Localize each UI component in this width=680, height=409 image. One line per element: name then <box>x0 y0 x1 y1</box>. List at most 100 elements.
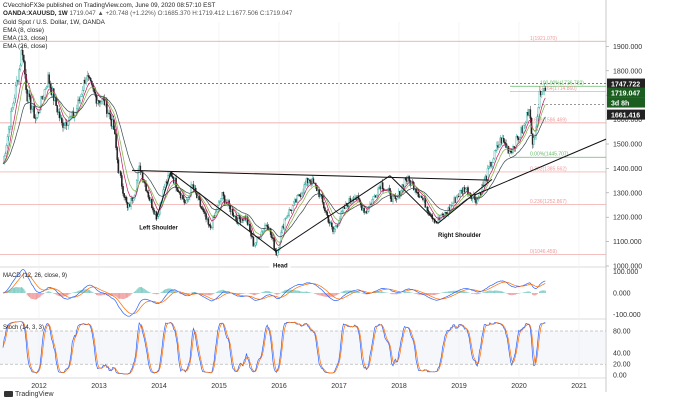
y-tick-label: 1900.000 <box>613 44 642 51</box>
candle-body <box>296 195 299 203</box>
candle-body <box>508 151 511 154</box>
fib-label: 0(1046.459) <box>530 249 557 255</box>
candle-body <box>440 213 443 219</box>
candle-body <box>19 64 22 70</box>
candle-body <box>287 215 289 217</box>
candle-body <box>20 50 23 66</box>
candle-body <box>62 122 64 128</box>
ema13-line <box>2 81 546 243</box>
macd-y-tick-label: -100.000 <box>613 312 641 319</box>
y-tick-label: 1500.000 <box>613 142 642 149</box>
right-shoulder-left-line <box>389 175 439 224</box>
y-tick-label: 1300.000 <box>613 190 642 197</box>
candle-body <box>253 244 256 247</box>
price-tag-box <box>607 78 645 89</box>
candle-body <box>486 167 489 180</box>
tradingview-logo[interactable]: TradingView <box>4 391 54 398</box>
candle-body <box>529 109 532 119</box>
candle-body <box>87 75 90 78</box>
candle-body <box>214 212 217 218</box>
header-values: 1719.047 ▲ +20.748 (+1.22%) O:1685.370 H… <box>69 10 293 17</box>
candle-body <box>190 184 192 196</box>
x-tick-label: 2019 <box>451 383 467 390</box>
candle-body <box>119 171 122 176</box>
head-left-line <box>170 171 277 252</box>
candle-body <box>220 198 222 202</box>
candle-body <box>455 197 458 203</box>
candle-body <box>320 194 323 197</box>
candle-body <box>7 128 10 137</box>
candle-body <box>325 210 327 213</box>
low-price-tag: 1661.416 <box>607 109 645 120</box>
candle-body <box>108 112 110 115</box>
candle-body <box>186 199 189 201</box>
hs-pattern-lines <box>131 138 607 252</box>
candle-body <box>273 238 275 249</box>
candle-body <box>56 105 59 113</box>
macd-signal-line <box>2 272 546 315</box>
candle-body <box>137 171 139 181</box>
candle-body <box>223 195 226 204</box>
candle-body <box>324 207 326 212</box>
annotation-text: Left Shoulder <box>139 226 178 232</box>
fib-label: 0.764(1714.860) <box>540 86 577 92</box>
candle-body <box>182 195 184 200</box>
candle-body <box>13 97 16 104</box>
candle-body <box>302 191 304 194</box>
annotation-text: Head <box>273 263 288 269</box>
candle-body <box>327 215 330 223</box>
candle-body <box>86 75 89 80</box>
candle-body <box>77 99 79 109</box>
price-tag-text: 3d 8h <box>611 101 629 108</box>
candle-body <box>49 83 52 88</box>
candle-body <box>516 136 519 139</box>
candle-body <box>392 195 394 202</box>
candle-body <box>522 125 525 134</box>
annotation-box <box>269 259 291 270</box>
fib-label: 1(1921.070) <box>530 36 557 42</box>
price-tag-text: 1661.416 <box>611 113 640 120</box>
candle-body <box>318 189 320 198</box>
candle-body <box>515 136 518 149</box>
candle-body <box>526 112 528 123</box>
candle-body <box>121 175 123 187</box>
candle-body <box>444 212 446 217</box>
stoch-y-tick-label: 20.00 <box>613 362 631 369</box>
candle-body <box>100 101 102 104</box>
header-instrument: Gold Spot / U.S. Dollar, 1W, OANDA <box>3 19 105 26</box>
candle-body <box>170 173 173 177</box>
head-label: Head <box>269 259 291 270</box>
candle-body <box>328 221 331 224</box>
candle-body <box>309 179 311 182</box>
candle-body <box>101 98 104 102</box>
grid <box>0 0 607 392</box>
candle-body <box>493 150 496 160</box>
candle-body <box>96 100 99 104</box>
right-shoulder-label: Right Shoulder <box>434 229 491 240</box>
candle-body <box>331 222 333 227</box>
macd-panel: MACD (12, 26, close, 9) <box>2 269 546 317</box>
candle-body <box>249 223 251 231</box>
candle-body <box>82 79 85 91</box>
candle-body <box>205 213 207 220</box>
candle-body <box>177 190 180 192</box>
candle-body <box>14 85 17 99</box>
annotations: Left Shoulder Head Right Shoulder <box>135 222 491 270</box>
candle-body <box>58 111 61 119</box>
left-shoulder-line <box>155 171 172 220</box>
candle-body <box>389 190 392 199</box>
stoch-y-tick-label: 0.00 <box>613 373 627 380</box>
candle-body <box>185 199 188 204</box>
x-tick-label: 2018 <box>391 383 407 390</box>
candle-body <box>209 225 212 229</box>
candle-body <box>171 176 174 179</box>
candle-body <box>141 171 144 180</box>
candle-body <box>491 162 494 167</box>
header-ema8: EMA (8, close) <box>3 27 44 34</box>
candle-body <box>333 229 335 232</box>
candle-body <box>361 204 363 211</box>
candle-body <box>519 137 521 140</box>
candle-body <box>524 122 527 125</box>
y-tick-label: 1800.000 <box>613 68 642 75</box>
